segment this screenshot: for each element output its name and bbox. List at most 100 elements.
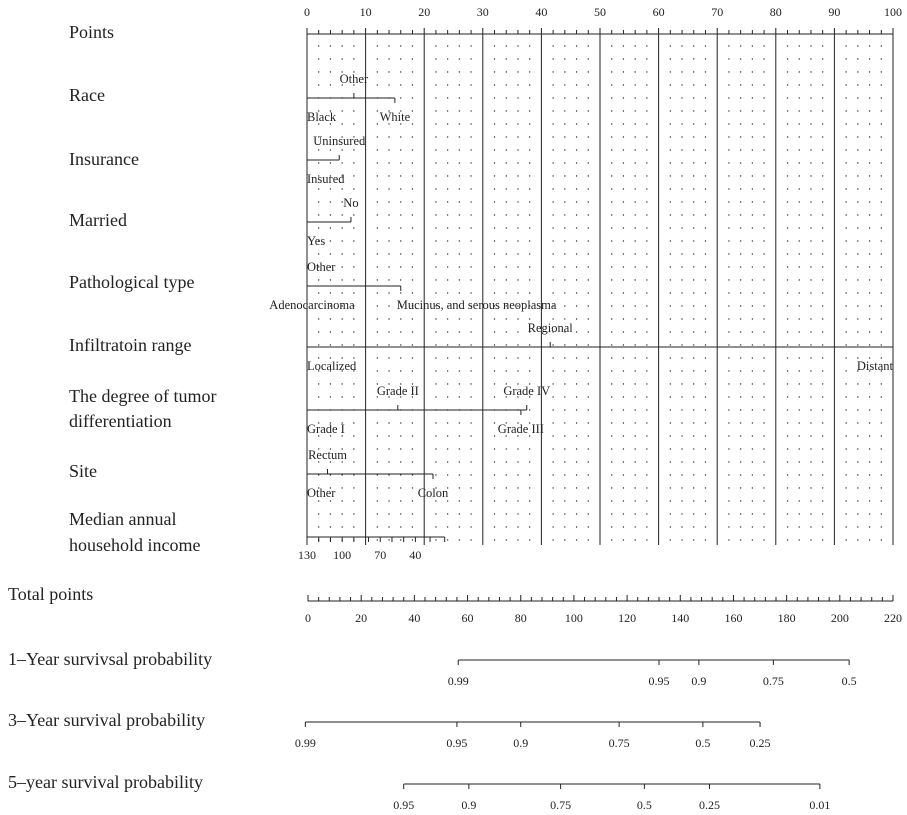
grid-dot [810,123,812,125]
grid-dot [798,513,800,515]
grid-dot [517,448,519,450]
grid-dot [821,539,824,541]
grid-dot [552,422,554,424]
grid-dot [575,318,578,320]
grid-dot [611,344,613,346]
grid-dot [400,539,402,541]
grid-dot [868,539,871,541]
grid-dot [763,188,765,190]
probability-axis-tick-label: 0.25 [699,798,720,812]
grid-dot [857,513,859,515]
grid-dot [564,383,566,385]
grid-dot [810,513,812,515]
grid-dot [751,370,754,372]
grid-dot [763,526,765,528]
grid-dot [517,500,519,502]
grid-dot [552,240,554,242]
grid-dot [376,45,379,47]
grid-dot [318,474,320,476]
grid-dot [493,292,496,294]
grid-dot [634,487,636,489]
grid-dot [821,240,824,242]
grid-dot [470,253,472,255]
grid-dot [458,357,461,359]
grid-dot [376,175,379,177]
grid-dot [505,292,507,294]
grid-dot [587,266,589,268]
grid-dot [880,435,882,437]
grid-dot [751,266,754,268]
grid-dot [634,253,636,255]
grid-dot [810,487,812,489]
grid-dot [528,513,531,515]
grid-dot [669,357,672,359]
grid-dot [704,266,707,268]
grid-dot [622,435,625,437]
grid-dot [575,123,578,125]
grid-dot [564,123,566,125]
grid-dot [810,175,812,177]
grid-dot [341,175,343,177]
grid-dot [458,344,461,346]
grid-dot [786,344,789,346]
grid-dot [728,370,730,372]
grid-dot [388,487,390,489]
grid-dot [388,201,390,203]
grid-dot [739,539,742,541]
grid-dot [693,175,695,177]
grid-dot [646,318,648,320]
grid-dot [353,149,355,151]
grid-dot [329,422,332,424]
grid-dot [622,123,625,125]
grid-dot [411,357,414,359]
grid-dot [739,370,742,372]
grid-dot [376,123,379,125]
grid-dot [329,357,332,359]
grid-dot [411,162,414,164]
grid-dot [528,110,531,112]
grid-dot [704,214,707,216]
grid-dot [505,357,507,359]
grid-dot [728,409,730,411]
grid-dot [681,435,683,437]
grid-dot [458,500,461,502]
grid-dot [728,188,730,190]
grid-dot [329,84,332,86]
grid-dot [587,201,589,203]
grid-dot [821,175,824,177]
grid-dot [880,396,882,398]
grid-dot [704,292,707,294]
grid-dot [575,97,578,99]
grid-dot [552,58,554,60]
grid-dot [470,500,472,502]
grid-dot [517,84,519,86]
grid-dot [634,370,636,372]
grid-dot [493,487,496,489]
grid-dot [505,344,507,346]
grid-dot [857,123,859,125]
grid-dot [786,58,789,60]
grid-dot [880,136,882,138]
total-points-tick-label: 100 [565,611,583,625]
grid-dot [681,136,683,138]
grid-dot [505,149,507,151]
grid-dot [857,474,859,476]
grid-dot [751,58,754,60]
grid-dot [669,344,672,346]
grid-dot [739,292,742,294]
grid-dot [470,201,472,203]
grid-dot [798,136,800,138]
grid-dot [681,370,683,372]
grid-dot [353,175,355,177]
grid-dot [821,331,824,333]
grid-dot [446,188,449,190]
grid-dot [763,240,765,242]
grid-dot [622,84,625,86]
grid-dot [622,539,625,541]
grid-dot [400,227,402,229]
grid-dot [517,214,519,216]
grid-dot [611,357,613,359]
grid-dot [739,383,742,385]
grid-dot [786,448,789,450]
grid-dot [693,97,695,99]
